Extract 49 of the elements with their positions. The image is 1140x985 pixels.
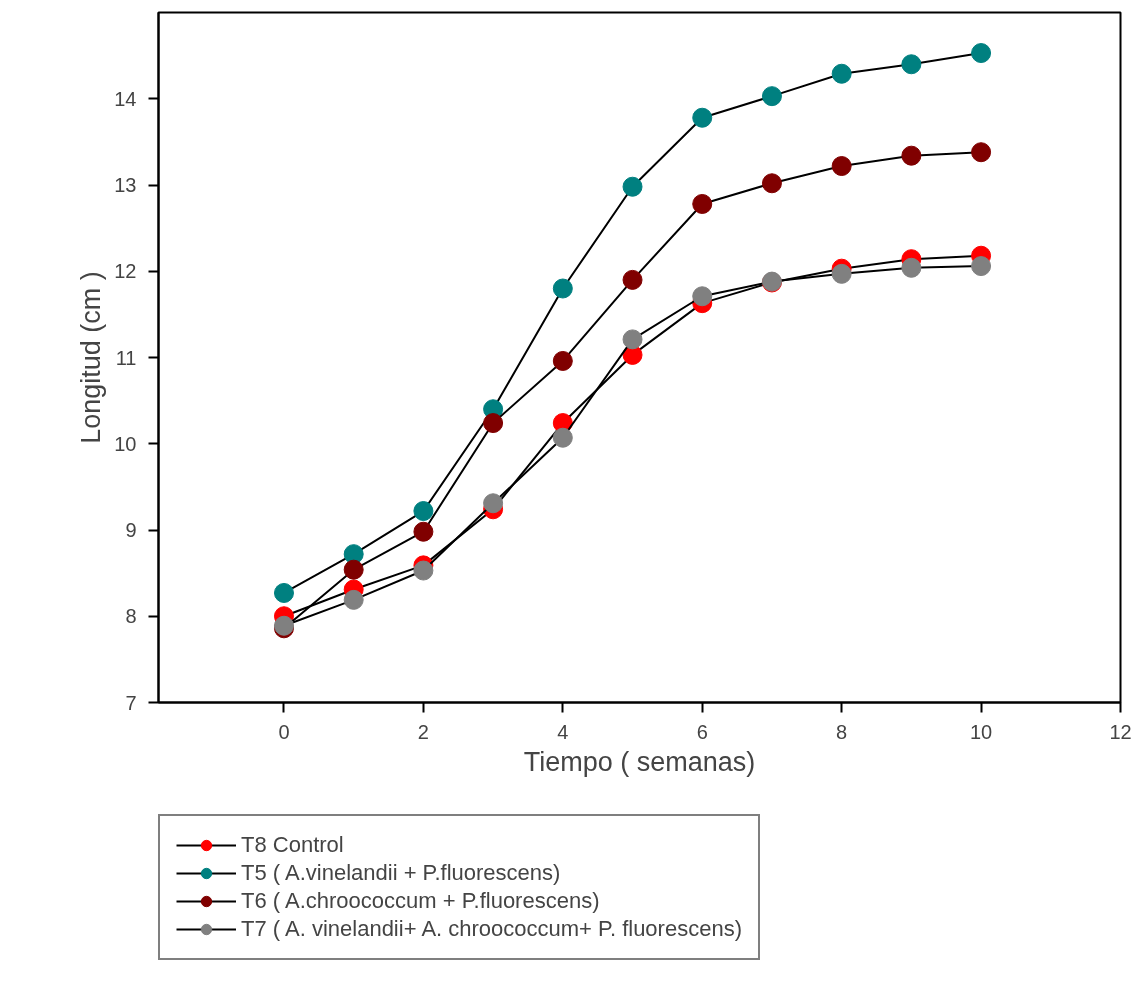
point [622,269,643,290]
x-tick-label: 10 [969,720,993,743]
legend-label: T7 ( A. vinelandii+ A. chroococcum+ P. fluorescens) [241,916,742,942]
point [483,413,504,434]
y-tick-label: 14 [114,87,137,110]
x-tick-label: 8 [836,720,848,743]
x-tick-label: 4 [557,720,569,743]
legend-label: T6 ( A.chroococcum + P.fluorescens) [241,888,600,914]
y-tick-label: 7 [125,691,137,714]
y-tick-label: 9 [125,519,137,541]
point [413,560,434,581]
point [343,589,364,610]
y-tick-label: 13 [114,174,137,196]
point [622,176,643,197]
point [483,493,504,514]
point [901,145,922,166]
legend-label: T8 Control [241,832,344,858]
point [552,278,573,299]
point [413,501,434,522]
y-axis-title: Longitud (cm ) [76,271,107,444]
point [831,156,852,177]
point [831,63,852,84]
x-tick-label: 12 [1109,720,1132,743]
point [552,350,573,371]
point [413,521,434,542]
y-tick-label: 12 [114,260,137,283]
point [622,329,643,350]
legend-label: T5 ( A.vinelandii + P.fluorescens) [241,860,561,886]
point [343,559,364,580]
point [761,173,782,194]
point [692,107,713,128]
y-tick-label: 8 [125,605,137,628]
point [692,193,713,214]
point [692,286,713,307]
y-tick-label: 11 [115,346,137,369]
point [901,54,922,75]
point [273,582,294,603]
point [761,86,782,107]
x-tick-label: 2 [417,720,429,743]
y-tick-label: 10 [114,432,137,455]
x-tick-label: 0 [278,720,290,743]
point [901,257,922,278]
point [971,43,992,64]
x-axis-title: Tiempo ( semanas) [523,746,756,777]
point [971,256,992,277]
x-tick-label: 6 [696,720,708,743]
point [831,263,852,284]
point [971,142,992,163]
point [552,427,573,448]
